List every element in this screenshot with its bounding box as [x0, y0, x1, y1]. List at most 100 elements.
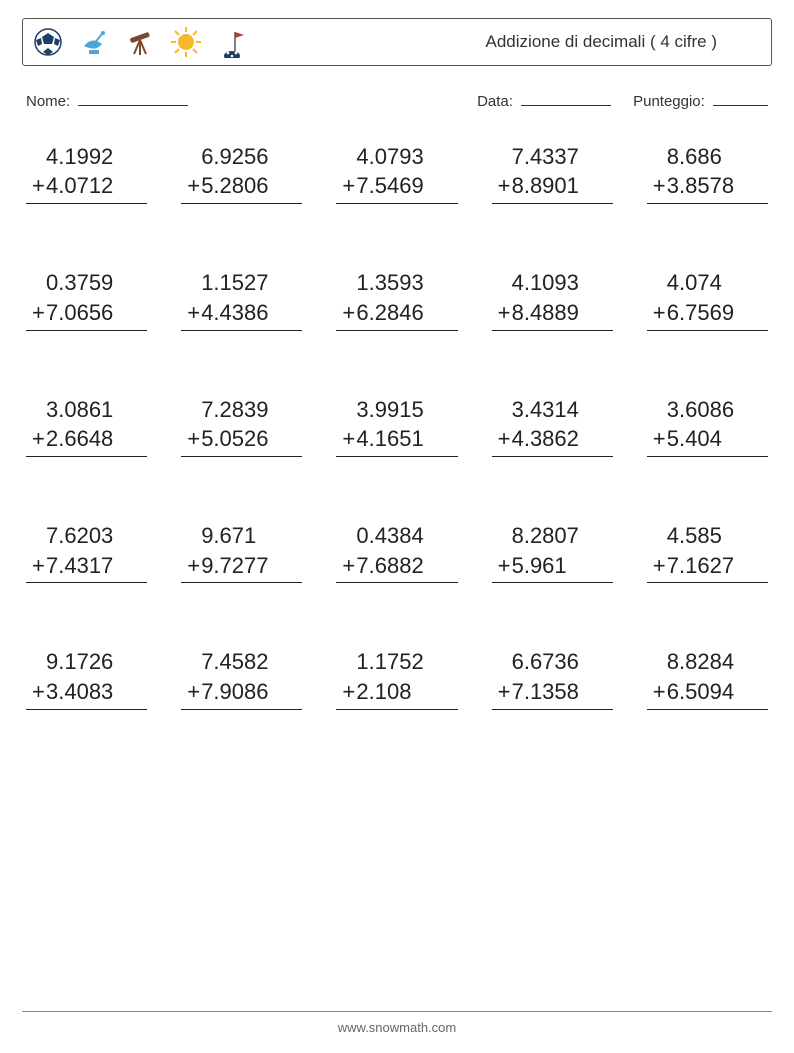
- addend-top: 1.3593: [336, 268, 457, 298]
- addend-bottom-value: 3.8578: [667, 171, 734, 201]
- problem: 4.1093+8.4889: [492, 268, 613, 330]
- sun-icon: [169, 25, 203, 59]
- problem: 7.2839+5.0526: [181, 395, 302, 457]
- addend-bottom: +4.3862: [492, 424, 613, 457]
- operation-sign: +: [498, 677, 512, 707]
- addend-bottom-value: 4.3862: [512, 424, 579, 454]
- addend-top: 8.686: [647, 142, 768, 172]
- operation-sign: +: [653, 551, 667, 581]
- addend-bottom-value: 6.5094: [667, 677, 734, 707]
- operation-sign: +: [32, 298, 46, 328]
- addend-bottom: +9.7277: [181, 551, 302, 584]
- addend-top: 4.585: [647, 521, 768, 551]
- addend-top: 7.2839: [181, 395, 302, 425]
- problem: 4.1992+4.0712: [26, 142, 147, 204]
- problem: 1.3593+6.2846: [336, 268, 457, 330]
- addend-top: 8.8284: [647, 647, 768, 677]
- addend-bottom-value: 5.404: [667, 424, 722, 454]
- addend-bottom-value: 5.961: [512, 551, 567, 581]
- footer-text: www.snowmath.com: [338, 1020, 456, 1035]
- addend-bottom-value: 8.4889: [512, 298, 579, 328]
- problem: 4.585+7.1627: [647, 521, 768, 583]
- addend-bottom: +5.0526: [181, 424, 302, 457]
- addend-top: 4.0793: [336, 142, 457, 172]
- name-blank[interactable]: [78, 90, 188, 106]
- addend-bottom: +7.1358: [492, 677, 613, 710]
- satellite-dish-icon: [77, 25, 111, 59]
- telescope-icon: [123, 25, 157, 59]
- addend-bottom-value: 4.4386: [201, 298, 268, 328]
- page-footer: www.snowmath.com: [22, 1011, 772, 1035]
- addend-bottom: +5.404: [647, 424, 768, 457]
- score-field: Punteggio:: [633, 90, 768, 110]
- operation-sign: +: [342, 298, 356, 328]
- addend-bottom: +6.7569: [647, 298, 768, 331]
- addend-bottom: +4.0712: [26, 171, 147, 204]
- addend-bottom-value: 6.2846: [356, 298, 423, 328]
- addend-bottom-value: 5.0526: [201, 424, 268, 454]
- addend-top: 7.4582: [181, 647, 302, 677]
- addend-bottom-value: 6.7569: [667, 298, 734, 328]
- addend-top: 7.6203: [26, 521, 147, 551]
- problem: 7.4337+8.8901: [492, 142, 613, 204]
- date-blank[interactable]: [521, 90, 611, 106]
- operation-sign: +: [187, 677, 201, 707]
- worksheet-page: Addizione di decimali ( 4 cifre ) Nome: …: [0, 0, 794, 710]
- operation-sign: +: [32, 677, 46, 707]
- addend-bottom: +3.4083: [26, 677, 147, 710]
- operation-sign: +: [342, 551, 356, 581]
- addend-bottom: +7.1627: [647, 551, 768, 584]
- addend-top: 4.1093: [492, 268, 613, 298]
- operation-sign: +: [187, 551, 201, 581]
- addend-top: 6.9256: [181, 142, 302, 172]
- addend-top: 3.0861: [26, 395, 147, 425]
- problem: 9.1726+3.4083: [26, 647, 147, 709]
- problem: 3.6086+5.404: [647, 395, 768, 457]
- operation-sign: +: [342, 424, 356, 454]
- operation-sign: +: [32, 424, 46, 454]
- addend-bottom: +7.4317: [26, 551, 147, 584]
- addend-bottom: +6.2846: [336, 298, 457, 331]
- addend-bottom-value: 7.6882: [356, 551, 423, 581]
- problem: 0.4384+7.6882: [336, 521, 457, 583]
- operation-sign: +: [653, 424, 667, 454]
- addend-bottom-value: 7.1627: [667, 551, 734, 581]
- header-box: Addizione di decimali ( 4 cifre ): [22, 18, 772, 66]
- addend-top: 3.9915: [336, 395, 457, 425]
- addend-bottom-value: 5.2806: [201, 171, 268, 201]
- addend-bottom-value: 7.1358: [512, 677, 579, 707]
- addend-bottom: +4.4386: [181, 298, 302, 331]
- addend-bottom: +7.0656: [26, 298, 147, 331]
- problem: 3.9915+4.1651: [336, 395, 457, 457]
- score-blank[interactable]: [713, 90, 768, 106]
- addend-top: 6.6736: [492, 647, 613, 677]
- operation-sign: +: [498, 171, 512, 201]
- problem: 7.4582+7.9086: [181, 647, 302, 709]
- addend-bottom-value: 7.0656: [46, 298, 113, 328]
- addend-top: 4.1992: [26, 142, 147, 172]
- worksheet-title: Addizione di decimali ( 4 cifre ): [486, 32, 757, 52]
- addend-bottom-value: 4.1651: [356, 424, 423, 454]
- addend-top: 0.3759: [26, 268, 147, 298]
- addend-top: 9.671: [181, 521, 302, 551]
- addend-bottom-value: 2.108: [356, 677, 411, 707]
- problem: 3.0861+2.6648: [26, 395, 147, 457]
- operation-sign: +: [342, 677, 356, 707]
- problem: 6.6736+7.1358: [492, 647, 613, 709]
- addend-bottom: +2.108: [336, 677, 457, 710]
- operation-sign: +: [498, 551, 512, 581]
- problem: 8.686+3.8578: [647, 142, 768, 204]
- addend-bottom: +3.8578: [647, 171, 768, 204]
- addend-bottom: +5.2806: [181, 171, 302, 204]
- operation-sign: +: [653, 677, 667, 707]
- problem: 4.074+6.7569: [647, 268, 768, 330]
- problem: 8.8284+6.5094: [647, 647, 768, 709]
- operation-sign: +: [187, 171, 201, 201]
- header-icon-row: [31, 25, 249, 59]
- date-label: Data:: [477, 93, 513, 110]
- addend-top: 9.1726: [26, 647, 147, 677]
- operation-sign: +: [498, 298, 512, 328]
- addend-bottom: +5.961: [492, 551, 613, 584]
- addend-bottom: +2.6648: [26, 424, 147, 457]
- addend-top: 1.1752: [336, 647, 457, 677]
